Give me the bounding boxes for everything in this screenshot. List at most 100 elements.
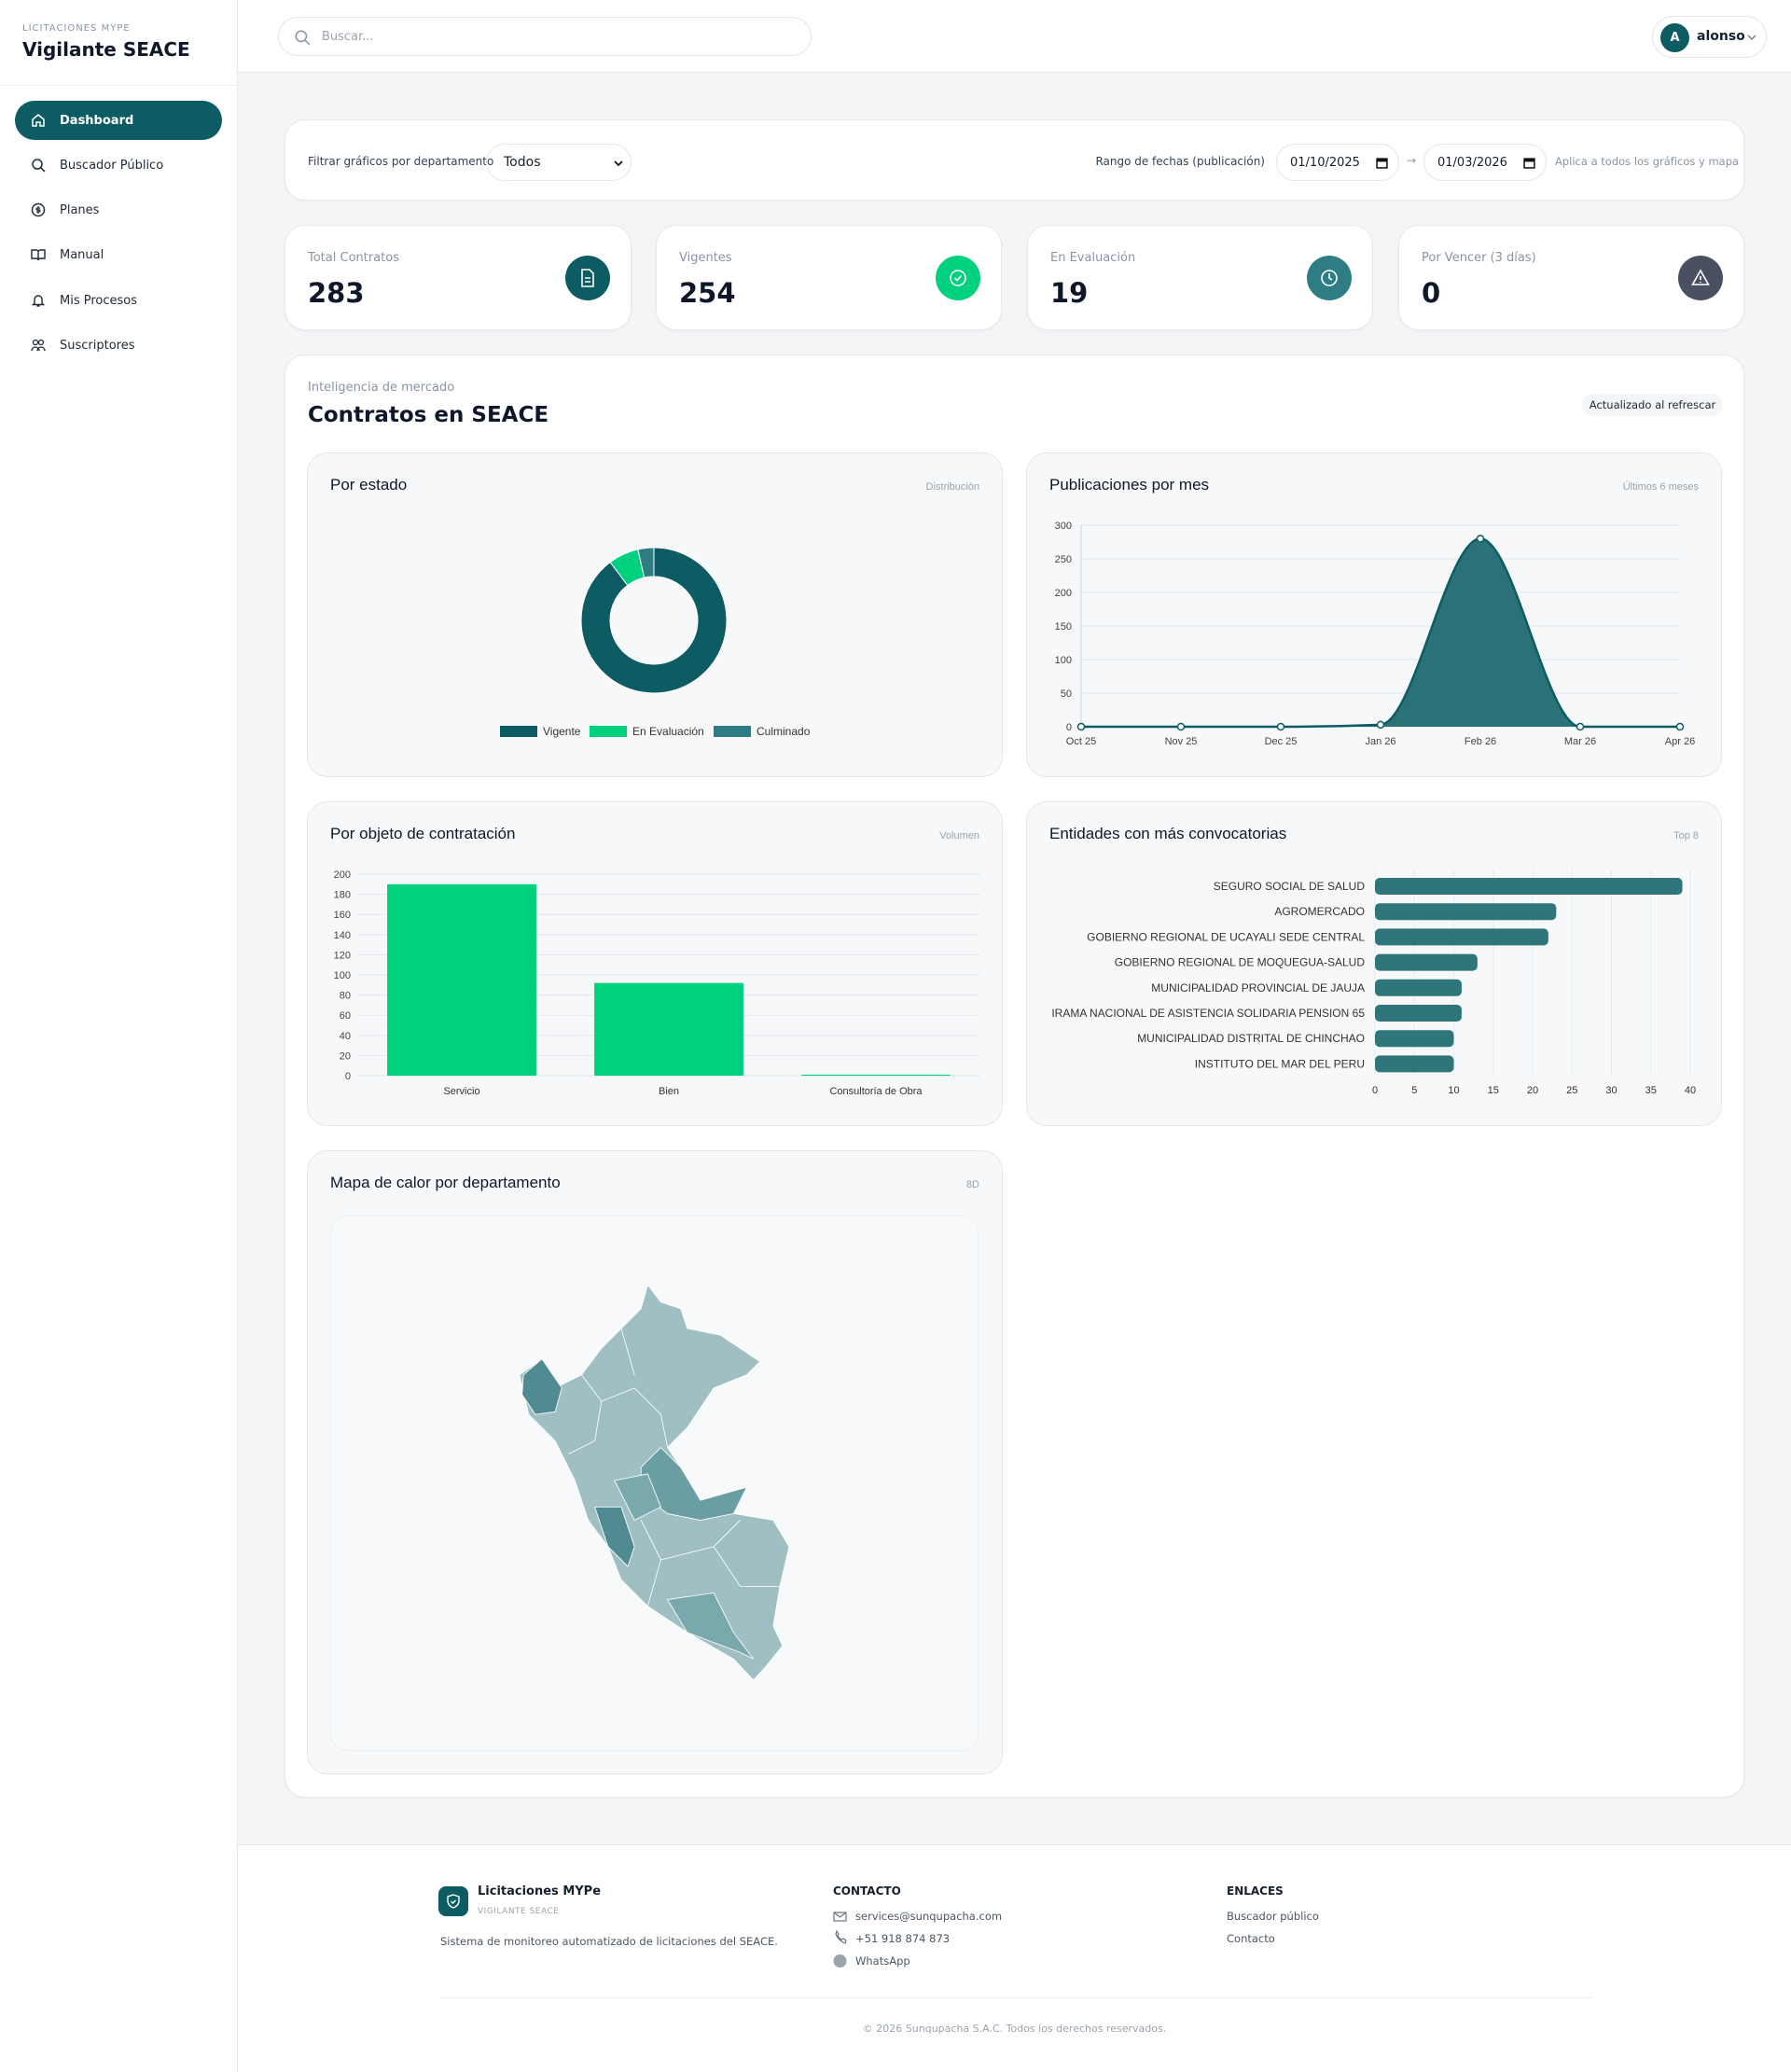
footer: Licitaciones MYPe VIGILANTE SEACE Sistem… xyxy=(238,1844,1791,2072)
kpi-icon xyxy=(1307,256,1352,300)
header: Buscar... A alonso xyxy=(238,0,1791,73)
y-tick-label: GOBIERNO REGIONAL DE UCAYALI SEDE CENTRA… xyxy=(1087,930,1365,943)
donut-slice xyxy=(637,547,655,578)
footer-divider xyxy=(440,1997,1592,1998)
icon-chevron xyxy=(1747,35,1756,40)
y-tick-label: 250 xyxy=(1055,554,1072,565)
point xyxy=(1576,722,1585,731)
nav-item[interactable]: Mis Procesos xyxy=(15,281,222,320)
nav-label: Manual xyxy=(60,247,104,262)
date-to[interactable]: 01/03/2026 xyxy=(1423,144,1547,181)
brand-small: LICITACIONES MYPE xyxy=(22,23,131,34)
x-tick-label: 5 xyxy=(1411,1085,1417,1096)
nav-item[interactable]: Manual xyxy=(15,235,222,274)
y-tick-label: 150 xyxy=(1055,621,1072,633)
bar xyxy=(1375,878,1683,895)
y-tick-label: AGROMERCADO xyxy=(1274,905,1365,918)
bar xyxy=(1375,979,1462,996)
footer-link[interactable]: Contacto xyxy=(1227,1932,1275,1945)
icon-shield xyxy=(447,1894,460,1909)
x-tick-label: 35 xyxy=(1645,1085,1657,1096)
y-tick-label: 100 xyxy=(1055,655,1072,666)
line xyxy=(1081,537,1680,729)
nav-item[interactable]: Planes xyxy=(15,190,222,229)
filter-card: Filtrar gráficos por departamento Todos … xyxy=(285,119,1744,201)
icon-bell xyxy=(31,295,46,307)
user-menu[interactable]: A alonso xyxy=(1652,16,1767,58)
map-border xyxy=(568,1328,781,1606)
icon-users xyxy=(31,339,46,352)
search-box[interactable]: Buscar... xyxy=(278,17,812,56)
y-tick-label: 100 xyxy=(334,970,351,981)
x-tick-label: Oct 25 xyxy=(1066,736,1096,747)
chart-subtitle: Últimos 6 meses xyxy=(1623,480,1700,493)
icon-home xyxy=(32,114,45,127)
contact-item[interactable]: WhatsApp xyxy=(855,1954,910,1968)
select-value: Todos xyxy=(504,155,541,170)
footer-brand: Licitaciones MYPe xyxy=(478,1884,602,1898)
kpi-card: Por Vencer (3 días) 0 xyxy=(1398,225,1744,330)
x-tick-label: Servicio xyxy=(443,1086,479,1097)
icon-check xyxy=(950,270,966,286)
peru-map xyxy=(519,1284,790,1681)
chart-title: Entidades con más convocatorias xyxy=(1049,825,1286,842)
icon-search xyxy=(295,30,311,46)
icon-doc xyxy=(581,269,594,287)
nav-item[interactable]: Dashboard xyxy=(15,101,222,140)
bar xyxy=(1375,953,1478,971)
y-tick-label: 140 xyxy=(334,930,351,941)
icon-book xyxy=(31,249,46,261)
chart-card xyxy=(307,452,1003,777)
x-tick-label: 20 xyxy=(1527,1085,1538,1096)
range-note: Aplica a todos los gráficos y mapa xyxy=(1555,155,1740,168)
search-placeholder: Buscar... xyxy=(322,29,374,44)
nav-item[interactable]: Suscriptores xyxy=(15,326,222,365)
y-tick-label: 60 xyxy=(340,1010,351,1022)
y-tick-label: 0 xyxy=(1066,722,1072,733)
divider xyxy=(0,85,238,86)
kpi-label: Vigentes xyxy=(679,251,732,265)
date-value: 01/03/2026 xyxy=(1437,155,1507,170)
icon-search xyxy=(32,159,46,173)
section-eyebrow: Inteligencia de mercado xyxy=(308,381,455,395)
contact-item[interactable]: +51 918 874 873 xyxy=(855,1932,951,1945)
footer-link[interactable]: Buscador público xyxy=(1227,1910,1319,1923)
chart-title: Publicaciones por mes xyxy=(1049,476,1209,494)
kpi-icon xyxy=(1678,256,1723,300)
point xyxy=(1675,722,1685,731)
icon-calendar xyxy=(1523,158,1535,169)
legend-label: Vigente xyxy=(543,725,581,738)
icon-chevron xyxy=(614,160,623,167)
footer-description: Sistema de monitoreo automatizado de lic… xyxy=(440,1935,778,1948)
copyright: © 2026 Sunqupacha S.A.C. Todos los derec… xyxy=(862,2023,1167,2035)
nav-item[interactable]: Buscador Público xyxy=(15,146,222,185)
kpi-icon xyxy=(936,256,980,300)
y-tick-label: 50 xyxy=(1061,688,1072,700)
footer-brand-small: VIGILANTE SEACE xyxy=(478,1907,560,1916)
x-tick-label: Consultoría de Obra xyxy=(829,1086,923,1097)
map-region xyxy=(594,1506,635,1567)
bar xyxy=(1375,1030,1454,1048)
chart-subtitle: Top 8 xyxy=(1673,830,1699,841)
contact-item[interactable]: services@sunqupacha.com xyxy=(855,1910,1003,1923)
y-tick-label: IRAMA NACIONAL DE ASISTENCIA SOLIDARIA P… xyxy=(1051,1007,1365,1020)
x-tick-label: 0 xyxy=(1372,1085,1378,1096)
kpi-card: Total Contratos 283 xyxy=(285,225,632,330)
y-tick-label: 120 xyxy=(334,950,351,961)
bar xyxy=(387,883,536,1076)
legend-label: En Evaluación xyxy=(632,725,704,738)
filter-label: Filtrar gráficos por departamento xyxy=(308,155,494,168)
date-from[interactable]: 01/10/2025 xyxy=(1276,144,1399,181)
kpi-card: Vigentes 254 xyxy=(656,225,1002,330)
chart-title: Por objeto de contratación xyxy=(330,825,515,842)
bar xyxy=(594,982,743,1076)
bar xyxy=(1375,928,1548,946)
icon-warning xyxy=(1691,269,1710,285)
x-tick-label: Dec 25 xyxy=(1265,736,1298,747)
department-select[interactable]: Todos xyxy=(486,144,632,181)
footer-logo xyxy=(438,1886,468,1916)
area xyxy=(1081,538,1680,727)
legend-swatch xyxy=(714,726,751,737)
